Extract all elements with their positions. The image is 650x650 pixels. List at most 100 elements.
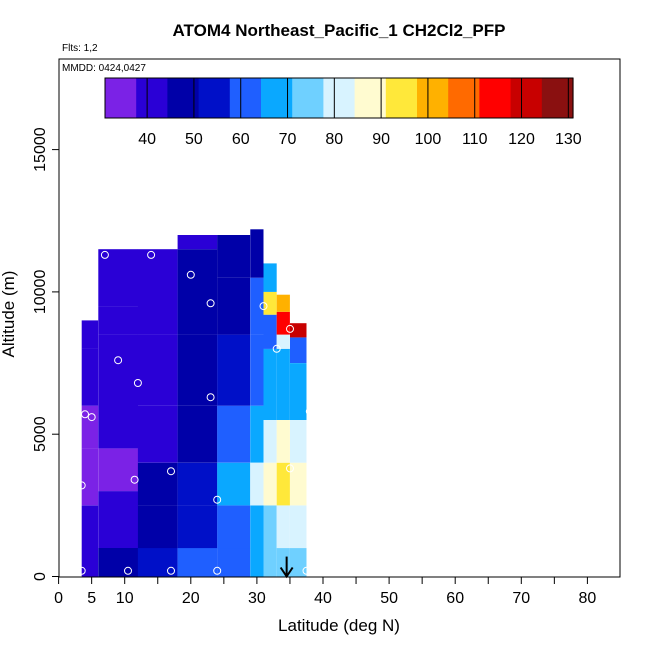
curtain-cell-0-4 [81,348,99,406]
colorbar-swatch [510,78,543,118]
sample-point [186,270,195,279]
x-tick-label: 60 [446,590,464,607]
curtain-cell-5-2 [250,462,264,506]
sample-point [77,481,86,490]
curtain-cell-4-6 [217,235,251,278]
curtain-cell-3-1 [177,505,218,549]
curtain-cell-8-5 [290,337,307,363]
colorbar-swatch [448,78,480,118]
curtain-cell-6-7 [263,263,277,292]
curtain-cell-6-3 [263,420,277,463]
curtain-cell-8-1 [290,505,307,549]
x-tick-label: 70 [512,590,530,607]
x-tick-label: 40 [314,590,332,607]
curtain-cell-8-4 [290,363,307,420]
curtain-cell-6-0 [263,548,277,577]
colorbar-tick-label: 50 [185,131,203,148]
colorbar-tick-label: 80 [325,131,343,148]
colorbar-swatch [323,78,356,118]
curtain-cell-1-2 [98,448,138,492]
curtain-cell-8-2 [290,462,307,506]
curtain-cell-6-2 [263,462,277,506]
colorbar-swatch [354,78,387,118]
curtain-cell-2-0 [137,548,178,577]
curtain-cell-3-3 [177,405,218,463]
curtain-cell-2-3 [137,405,178,463]
sample-point [87,413,96,422]
curtain-cell-1-4 [98,334,138,392]
curtain-cell-0-1 [81,505,99,549]
sample-points [77,250,314,575]
colorbar-tick-label: 60 [232,131,250,148]
curtain-cell-7-4 [276,348,290,420]
colorbar-swatch [136,78,168,118]
colorbar-swatch [167,78,200,118]
curtain-cell-3-0 [177,548,218,577]
sample-point [286,464,294,473]
x-tick-label: 20 [182,590,200,607]
sample-point [130,475,139,484]
colorbar-swatch [417,78,449,118]
sample-point [167,467,175,476]
x-tick-label: 80 [579,590,597,607]
y-tick-label: 0 [32,572,49,581]
colorbar-frame [104,77,574,119]
curtain-cell-7-1 [276,505,290,549]
sample-point [259,302,268,311]
sample-point [167,566,175,575]
colorbar-tick-label: 110 [462,131,488,148]
flights-label: Flts: 1,2 [62,43,98,54]
sample-point [272,344,281,353]
curtain-cell-4-0 [217,548,251,577]
curtain-cell-6-1 [263,505,277,549]
sample-point [87,293,96,302]
curtain-cell-7-2 [276,462,290,506]
y-tick-label: 15000 [32,127,49,172]
curtain-cell-0-3 [81,405,99,449]
curtain-cell-1-5 [98,306,138,335]
colorbar-swatch [292,78,324,118]
sample-point [81,410,89,419]
sample-point [100,250,109,259]
curtain-cell-7-3 [276,420,290,463]
curtain-cell-8-3 [290,420,307,463]
sample-point [147,250,156,259]
colorbar-tick-label: 40 [138,131,156,148]
curtain-cell-6-5 [263,314,277,349]
mmdd-label: MMDD: 0424,0427 [62,63,146,74]
sample-point [213,495,222,504]
curtain-cell-3-4 [177,334,218,406]
colorbar-tick-label: 90 [372,131,390,148]
curtain-cell-4-2 [217,462,251,506]
y-tick-label: 5000 [32,416,49,452]
curtain-cell-3-6 [177,235,218,250]
sample-point [114,356,123,365]
curtain-cell-4-5 [217,277,251,335]
plot-frame [58,58,621,578]
curtain-cell-2-4 [137,334,178,406]
sample-point [124,566,132,575]
colorbar-swatch [261,78,293,118]
curtain-cell-5-6 [250,229,264,278]
colorbar: 40 50 60 70 80 90 100 110 120 130 [104,77,582,148]
x-tick-label: 10 [116,590,134,607]
curtain-cell-1-0 [98,548,138,577]
curtain-cell-2-1 [137,505,178,549]
curtain-cell-5-0 [250,548,264,577]
colorbar-tick-label: 100 [415,131,442,148]
curtain-cell-0-5 [81,320,99,349]
colorbar-swatch [541,78,574,118]
colorbar-swatch [198,78,231,118]
colorbar-swatch [105,78,137,118]
curtain-cell-0-2 [81,448,99,506]
curtain-cell-5-4 [250,334,264,406]
colorbar-tick-label: 120 [508,131,535,148]
curtain-cell-2-2 [137,462,178,506]
colorbar-swatch [479,78,512,118]
curtain-cells [81,229,307,577]
curtain-cell-5-3 [250,405,264,463]
curtain-cell-1-3 [98,391,138,449]
sample-point [213,566,222,575]
x-tick-label: 30 [248,590,266,607]
